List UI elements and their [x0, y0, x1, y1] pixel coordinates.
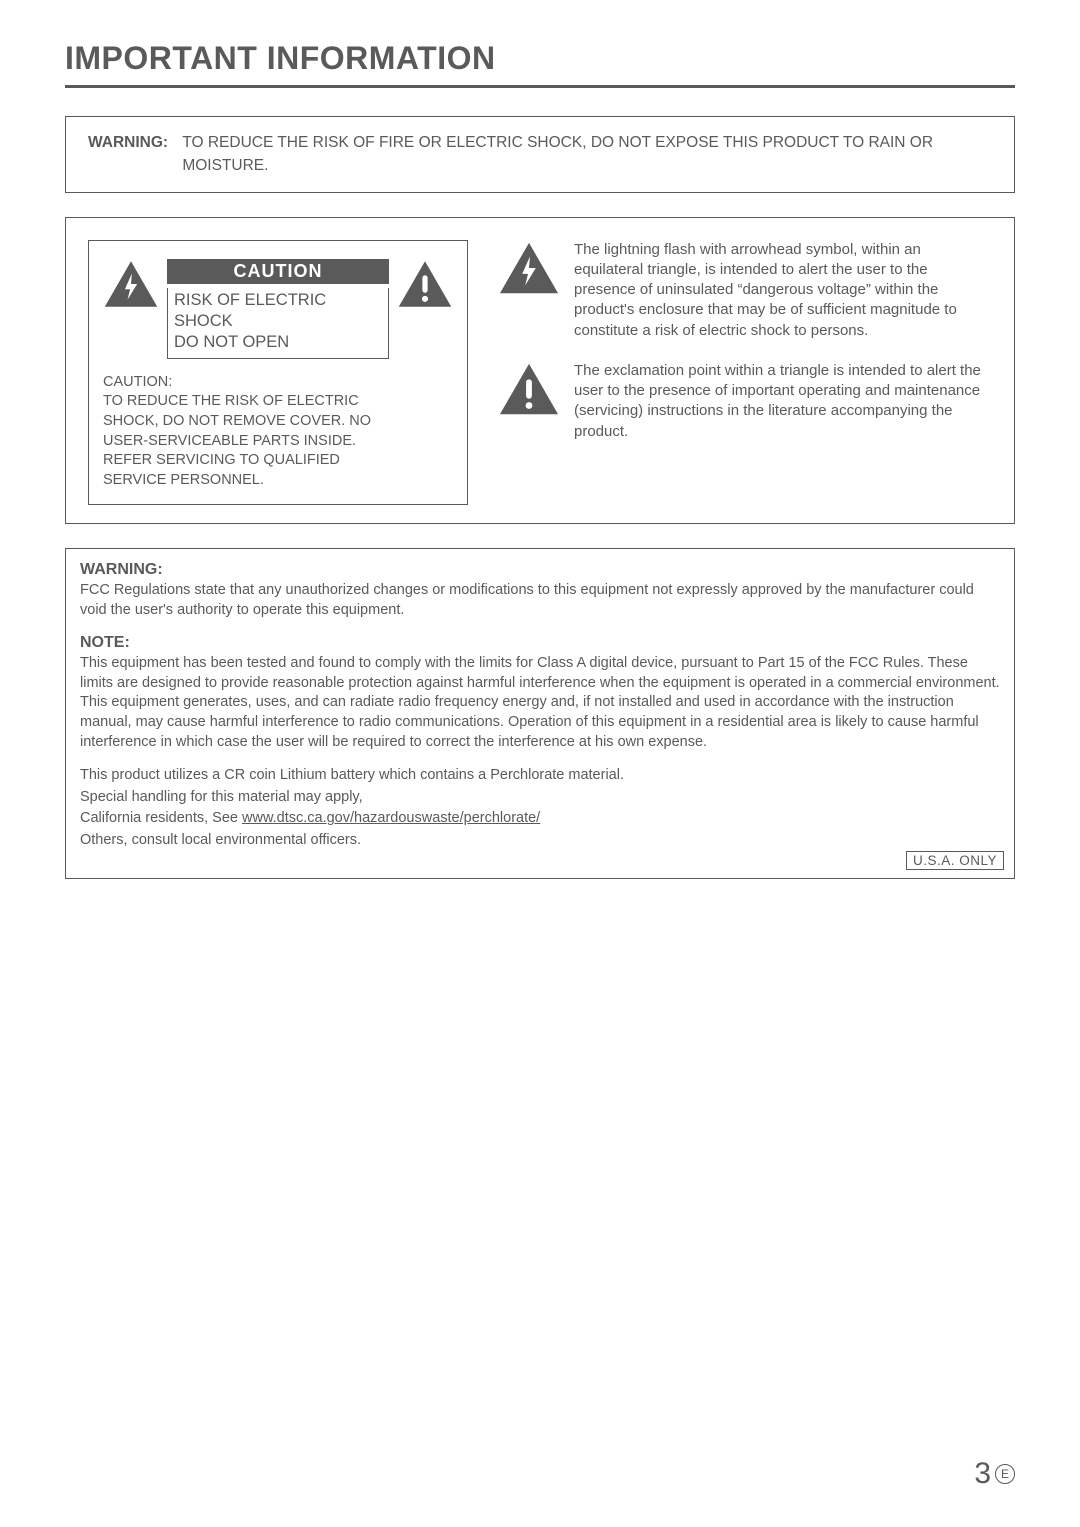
fcc-warning-text: FCC Regulations state that any unauthori… [80, 581, 1000, 620]
legend-row-exclaim: The exclamation point within a triangle … [498, 361, 992, 442]
fcc-perchlorate-1: This product utilizes a CR coin Lithium … [80, 766, 1000, 786]
legend-text-exclaim: The exclamation point within a triangle … [574, 361, 992, 442]
page-number: 3 E [974, 1457, 1015, 1491]
fcc-warning-heading: WARNING: [80, 561, 1000, 579]
page-number-value: 3 [974, 1457, 991, 1491]
warning-line: WARNING: TO REDUCE THE RISK OF FIRE OR E… [88, 131, 992, 178]
page-root: IMPORTANT INFORMATION WARNING: TO REDUCE… [0, 0, 1080, 1527]
legend-text-lightning: The lightning flash with arrowhead symbo… [574, 240, 992, 341]
usa-only-tag: U.S.A. ONLY [906, 851, 1004, 870]
fcc-note-text: This equipment has been tested and found… [80, 654, 1000, 752]
exclamation-triangle-icon [498, 361, 560, 417]
caution-body-label: CAUTION: [103, 373, 179, 393]
caution-bar: CAUTION [167, 259, 389, 284]
exclamation-triangle-icon [397, 259, 453, 309]
caution-subtitle: RISK OF ELECTRIC SHOCK DO NOT OPEN [167, 288, 389, 359]
fcc-box: WARNING: FCC Regulations state that any … [65, 548, 1015, 879]
warning-label: WARNING: [88, 131, 178, 154]
page-lang-badge: E [995, 1464, 1015, 1484]
legend-row-lightning: The lightning flash with arrowhead symbo… [498, 240, 992, 341]
lightning-triangle-icon [103, 259, 159, 309]
title-rule [65, 85, 1015, 88]
fcc-perchlorate-link[interactable]: www.dtsc.ca.gov/hazardouswaste/perchlora… [242, 810, 540, 826]
fcc-perchlorate-3a: California residents, See [80, 810, 242, 826]
caution-legend-box: CAUTION RISK OF ELECTRIC SHOCK DO NOT OP… [65, 217, 1015, 525]
caution-panel: CAUTION RISK OF ELECTRIC SHOCK DO NOT OP… [88, 240, 468, 506]
fcc-perchlorate-4: Others, consult local environmental offi… [80, 831, 1000, 851]
caution-block: CAUTION RISK OF ELECTRIC SHOCK DO NOT OP… [88, 240, 992, 506]
caution-body-text: TO REDUCE THE RISK OF ELECTRIC SHOCK, DO… [103, 392, 373, 490]
warning-text: TO REDUCE THE RISK OF FIRE OR ELECTRIC S… [182, 131, 986, 178]
fcc-perchlorate-2: Special handling for this material may a… [80, 788, 1000, 808]
caution-center: CAUTION RISK OF ELECTRIC SHOCK DO NOT OP… [167, 259, 389, 359]
symbol-legend: The lightning flash with arrowhead symbo… [498, 240, 992, 506]
caution-header-row: CAUTION RISK OF ELECTRIC SHOCK DO NOT OP… [103, 259, 453, 359]
lightning-triangle-icon [498, 240, 560, 296]
warning-box: WARNING: TO REDUCE THE RISK OF FIRE OR E… [65, 116, 1015, 193]
fcc-perchlorate-3: California residents, See www.dtsc.ca.go… [80, 809, 1000, 829]
fcc-note-heading: NOTE: [80, 634, 1000, 652]
page-title: IMPORTANT INFORMATION [65, 40, 1015, 77]
caution-body: CAUTION: TO REDUCE THE RISK OF ELECTRIC … [103, 373, 453, 490]
